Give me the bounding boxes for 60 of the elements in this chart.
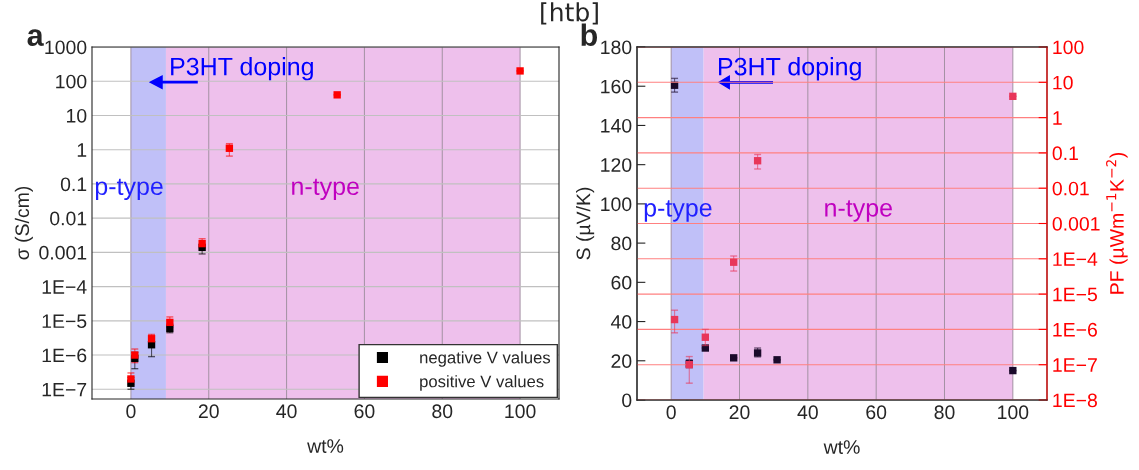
y2-tick-label: 1E−7 bbox=[1053, 358, 1097, 372]
y-axis-title: σ (S/cm) bbox=[14, 186, 33, 260]
annotation: P3HT doping bbox=[719, 57, 861, 81]
x-tick-label: 60 bbox=[866, 405, 887, 420]
x-tick-label: 80 bbox=[934, 405, 955, 420]
x-tick-label: 100 bbox=[505, 404, 536, 419]
y2-tick-label: 1E−4 bbox=[1053, 252, 1098, 266]
x-axis-title: wt% bbox=[823, 440, 860, 454]
x-tick-label: 0 bbox=[666, 405, 676, 420]
y2-tick-label: 1E−5 bbox=[1053, 287, 1097, 302]
annotation: n-type bbox=[292, 178, 359, 201]
y-tick-label: 0 bbox=[622, 393, 632, 408]
y-tick-label: 1E−7 bbox=[42, 382, 87, 397]
y-tick-label: 140 bbox=[601, 118, 632, 133]
x-tick-label: 40 bbox=[797, 405, 818, 420]
annotation: p-type bbox=[95, 178, 163, 201]
y-tick-label: 1 bbox=[77, 143, 87, 157]
y-tick-label: 60 bbox=[611, 275, 632, 290]
y2-tick-label: 10 bbox=[1053, 75, 1073, 90]
y-tick-label: 160 bbox=[601, 79, 632, 94]
x-tick-label: 40 bbox=[276, 404, 297, 419]
y-tick-label: 1E−5 bbox=[42, 314, 87, 329]
y-tick-label: 120 bbox=[601, 158, 632, 172]
y2-tick-label: 1E−6 bbox=[1053, 322, 1097, 337]
y-tick-label: 1E−6 bbox=[42, 348, 87, 363]
y-tick-label: 100 bbox=[601, 197, 632, 212]
annotation: n-type bbox=[825, 200, 892, 222]
y-tick-label: 0.001 bbox=[39, 245, 87, 260]
y2-axis-title: PF (µWm$^{−1}$K$^{−2}$) bbox=[1106, 152, 1128, 294]
y-tick-label: 20 bbox=[611, 354, 632, 369]
y-tick-label: 80 bbox=[611, 236, 632, 251]
x-tick-label: 60 bbox=[354, 404, 375, 419]
y-tick-label: 180 bbox=[601, 40, 632, 55]
chart-title: b bbox=[581, 23, 598, 47]
annotation: P3HT doping bbox=[171, 57, 313, 81]
y-tick-label: 1000 bbox=[45, 40, 87, 55]
annotation: p-type bbox=[644, 200, 712, 222]
chart-title: a bbox=[27, 29, 44, 47]
x-tick-label: 20 bbox=[729, 405, 750, 420]
y-tick-label: 0.01 bbox=[50, 211, 87, 226]
x-tick-label: 0 bbox=[126, 404, 136, 419]
y-tick-label: 40 bbox=[610, 315, 632, 329]
x-axis-title: wt% bbox=[307, 439, 344, 453]
y2-tick-label: 0.001 bbox=[1052, 216, 1100, 231]
y2-tick-label: 0.1 bbox=[1052, 146, 1078, 161]
y2-tick-label: 100 bbox=[1053, 40, 1084, 55]
y2-tick-label: 0.01 bbox=[1052, 181, 1089, 196]
y-tick-label: 100 bbox=[56, 74, 87, 89]
x-tick-label: 80 bbox=[432, 404, 453, 419]
legend-label: positive V values bbox=[420, 375, 544, 391]
legend-label: negative V values bbox=[420, 351, 551, 367]
x-tick-label: 100 bbox=[998, 405, 1029, 420]
y-tick-label: 1E−4 bbox=[42, 280, 87, 294]
y-tick-label: 10 bbox=[67, 108, 87, 123]
y-axis-title: S (µV/K) bbox=[576, 187, 595, 260]
x-tick-label: 20 bbox=[198, 404, 219, 419]
y2-tick-label: 1E−8 bbox=[1053, 393, 1097, 408]
y2-tick-label: 1 bbox=[1053, 111, 1062, 125]
text: [htb] bbox=[541, 2, 598, 25]
y-tick-label: 0.1 bbox=[60, 177, 87, 192]
